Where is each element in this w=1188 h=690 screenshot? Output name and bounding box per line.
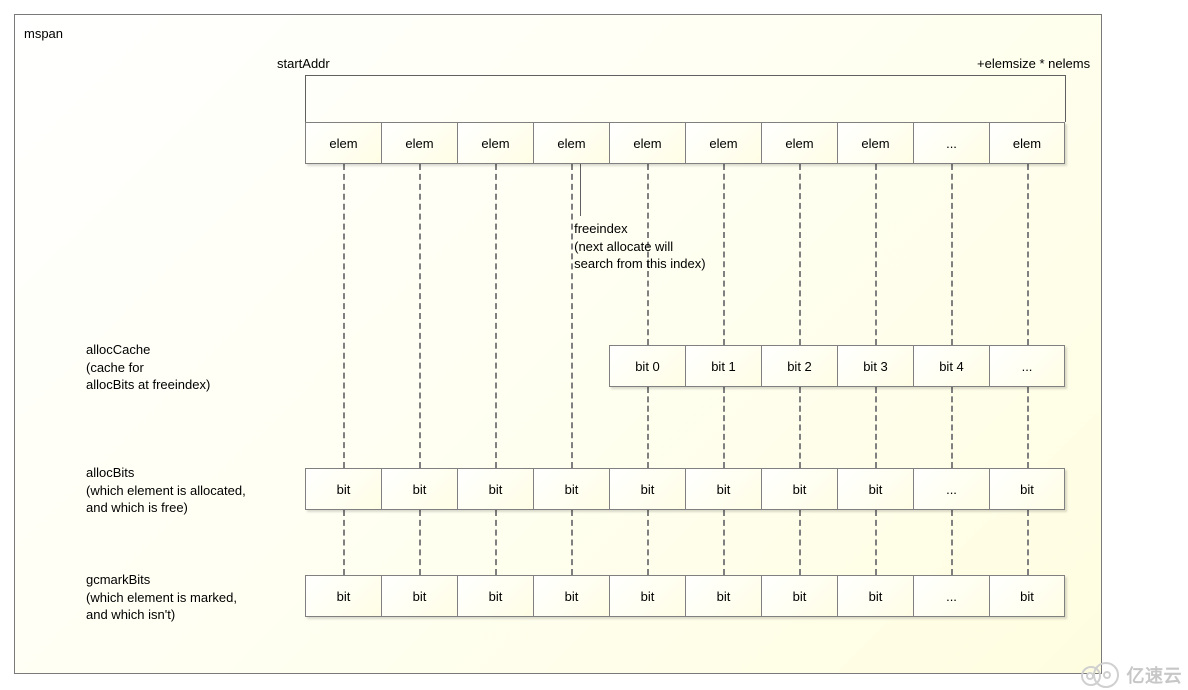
allocbits-cell: bit xyxy=(533,468,609,510)
gcmarkbits-cell: bit xyxy=(305,575,381,617)
gcmarkbits-label-line1: gcmarkBits xyxy=(86,572,150,587)
gcmarkbits-cell: ... xyxy=(913,575,989,617)
gcmarkbits-cell: bit xyxy=(533,575,609,617)
column-guide xyxy=(1027,510,1029,575)
column-guide xyxy=(723,164,725,345)
elem-cell: elem xyxy=(989,122,1065,164)
endaddr-label: +elemsize * nelems xyxy=(977,55,1090,73)
allocbits-label-line2: (which element is allocated, xyxy=(86,483,246,498)
elem-cell: elem xyxy=(533,122,609,164)
column-guide xyxy=(343,510,345,575)
column-guide xyxy=(723,387,725,468)
column-guide xyxy=(951,164,953,345)
startaddr-label: startAddr xyxy=(277,55,330,73)
column-guide xyxy=(419,510,421,575)
allocbits-label-line1: allocBits xyxy=(86,465,134,480)
gcmarkbits-cell: bit xyxy=(381,575,457,617)
alloccache-label-line3: allocBits at freeindex) xyxy=(86,377,210,392)
column-guide xyxy=(875,510,877,575)
alloccache-cell: bit 0 xyxy=(609,345,685,387)
column-guide xyxy=(571,510,573,575)
column-guide xyxy=(647,387,649,468)
elem-cell: elem xyxy=(837,122,913,164)
diagram-canvas: mspan startAddr +elemsize * nelems freei… xyxy=(0,0,1188,690)
freeindex-connector xyxy=(580,164,581,216)
column-guide xyxy=(951,510,953,575)
allocbits-cell: bit xyxy=(305,468,381,510)
alloccache-label-line1: allocCache xyxy=(86,342,150,357)
allocbits-cell: bit xyxy=(761,468,837,510)
alloccache-cell: bit 1 xyxy=(685,345,761,387)
gcmarkbits-cell: bit xyxy=(685,575,761,617)
freeindex-label-line2: (next allocate will xyxy=(574,239,673,254)
watermark-text: 亿速云 xyxy=(1127,662,1183,688)
allocbits-row: bitbitbitbitbitbitbitbit...bit xyxy=(305,468,1065,510)
elem-cell: elem xyxy=(685,122,761,164)
elem-cell: elem xyxy=(761,122,837,164)
column-guide xyxy=(495,510,497,575)
column-guide xyxy=(723,510,725,575)
alloccache-label-line2: (cache for xyxy=(86,360,144,375)
alloccache-cell: bit 4 xyxy=(913,345,989,387)
address-range-bar xyxy=(305,75,1065,76)
gcmarkbits-label-line2: (which element is marked, xyxy=(86,590,237,605)
elem-cell: elem xyxy=(457,122,533,164)
column-guide xyxy=(647,510,649,575)
alloccache-cell: bit 3 xyxy=(837,345,913,387)
column-guide xyxy=(875,387,877,468)
elem-row: elemelemelemelemelemelemelemelem...elem xyxy=(305,122,1065,164)
freeindex-label-line1: freeindex xyxy=(574,221,627,236)
column-guide xyxy=(875,164,877,345)
column-guide xyxy=(343,164,345,468)
gcmarkbits-cell: bit xyxy=(837,575,913,617)
column-guide xyxy=(799,510,801,575)
column-guide xyxy=(1027,164,1029,345)
allocbits-label: allocBits (which element is allocated, a… xyxy=(86,464,246,517)
column-guide xyxy=(951,387,953,468)
column-guide xyxy=(1027,387,1029,468)
elem-cell: elem xyxy=(609,122,685,164)
allocbits-label-line3: and which is free) xyxy=(86,500,188,515)
freeindex-label-line3: search from this index) xyxy=(574,256,706,271)
watermark-cloud-icon xyxy=(1081,662,1121,688)
elem-cell: ... xyxy=(913,122,989,164)
allocbits-cell: bit xyxy=(837,468,913,510)
mspan-title: mspan xyxy=(24,26,63,41)
watermark: 亿速云 xyxy=(1081,662,1183,688)
gcmarkbits-row: bitbitbitbitbitbitbitbit...bit xyxy=(305,575,1065,617)
gcmarkbits-label: gcmarkBits (which element is marked, and… xyxy=(86,571,237,624)
alloccache-cell: ... xyxy=(989,345,1065,387)
allocbits-cell: bit xyxy=(457,468,533,510)
allocbits-cell: bit xyxy=(609,468,685,510)
allocbits-cell: bit xyxy=(685,468,761,510)
alloccache-row: bit 0bit 1bit 2bit 3bit 4... xyxy=(609,345,1065,387)
gcmarkbits-cell: bit xyxy=(609,575,685,617)
column-guide xyxy=(799,387,801,468)
column-guide xyxy=(571,164,573,468)
column-guide xyxy=(495,164,497,468)
column-guide xyxy=(799,164,801,345)
gcmarkbits-cell: bit xyxy=(457,575,533,617)
alloccache-cell: bit 2 xyxy=(761,345,837,387)
gcmarkbits-label-line3: and which isn't) xyxy=(86,607,175,622)
endaddr-tick xyxy=(1065,75,1066,122)
alloccache-label: allocCache (cache for allocBits at freei… xyxy=(86,341,210,394)
column-guide xyxy=(419,164,421,468)
gcmarkbits-cell: bit xyxy=(989,575,1065,617)
startaddr-tick xyxy=(305,75,306,122)
elem-cell: elem xyxy=(305,122,381,164)
gcmarkbits-cell: bit xyxy=(761,575,837,617)
allocbits-cell: bit xyxy=(381,468,457,510)
allocbits-cell: bit xyxy=(989,468,1065,510)
allocbits-cell: ... xyxy=(913,468,989,510)
elem-cell: elem xyxy=(381,122,457,164)
freeindex-label: freeindex (next allocate will search fro… xyxy=(574,220,706,273)
